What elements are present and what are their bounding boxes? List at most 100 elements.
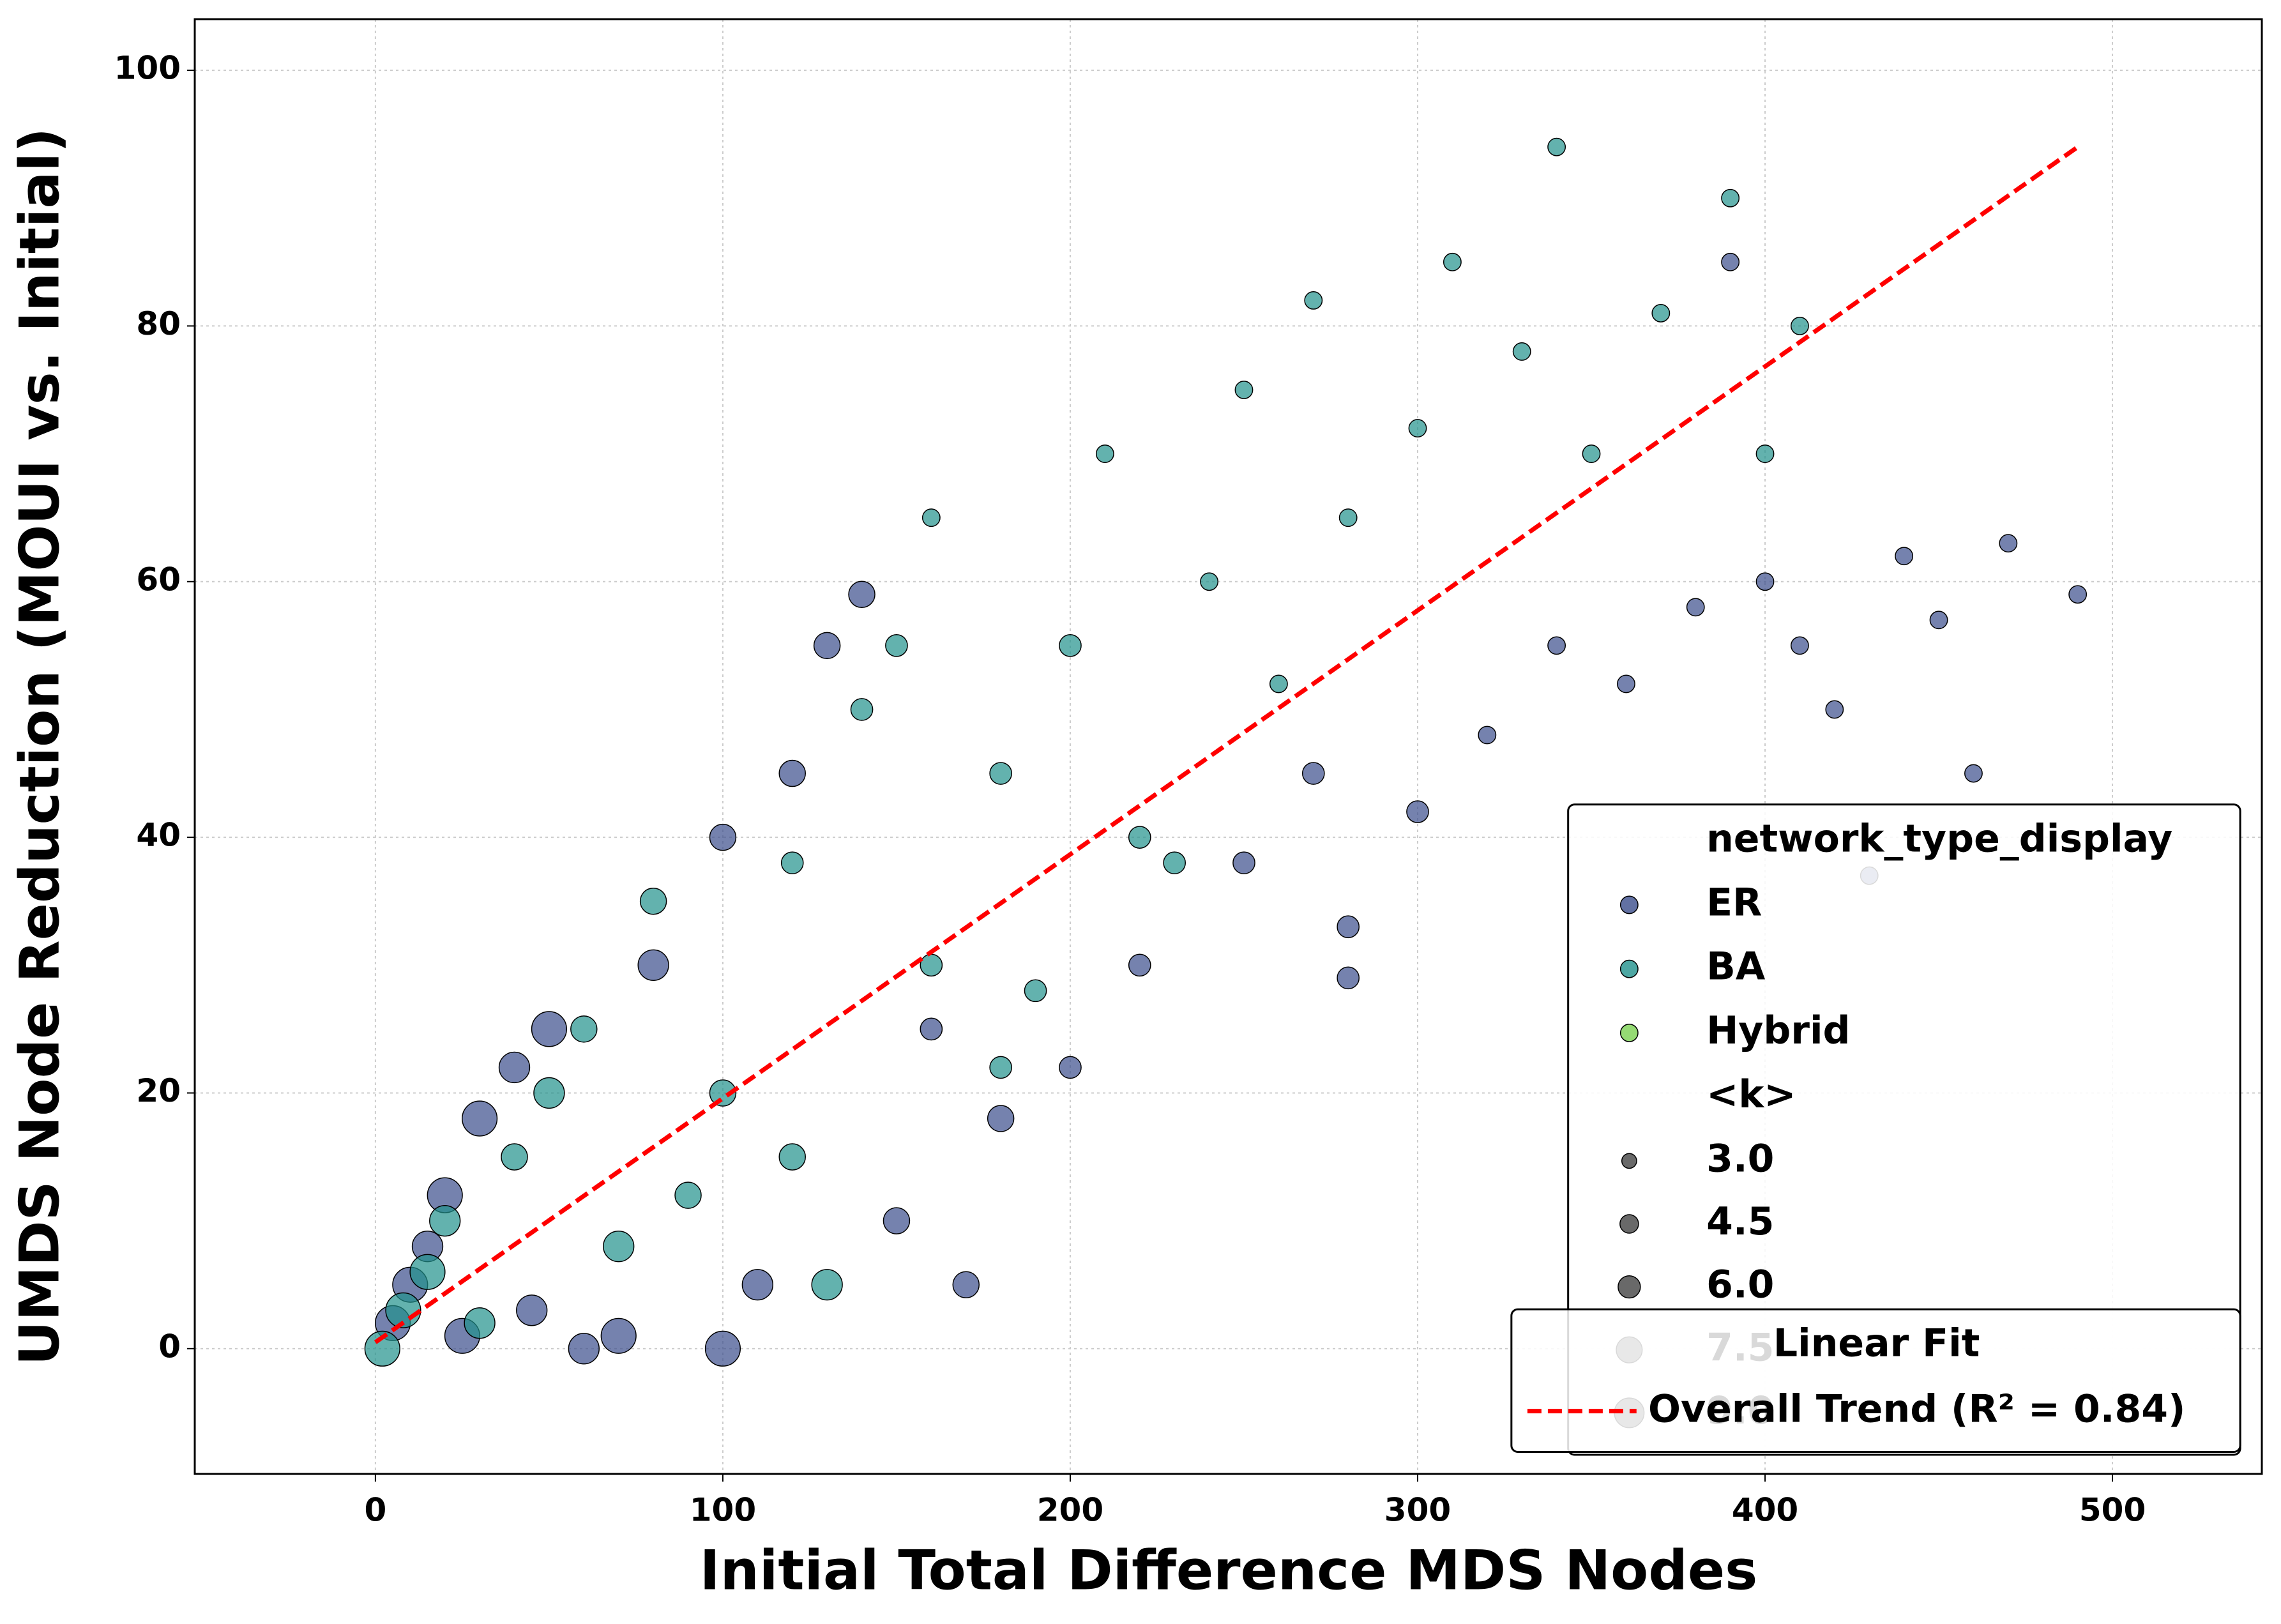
point <box>1337 966 1360 990</box>
point <box>1721 252 1740 271</box>
legend-box <box>1510 1308 2241 1453</box>
point <box>1582 444 1601 464</box>
x-tick-label: 400 <box>1732 1492 1798 1529</box>
point <box>778 759 806 787</box>
point <box>709 1079 737 1107</box>
point <box>920 953 943 977</box>
y-tick-label: 0 <box>158 1328 181 1365</box>
point <box>1128 826 1151 849</box>
point <box>364 1330 400 1367</box>
point <box>709 823 737 851</box>
size-marker <box>1621 1153 1637 1169</box>
point <box>1234 381 1254 399</box>
legend-label: BA <box>1706 945 1766 989</box>
legend-label: Overall Trend (R² = 0.84) <box>1648 1386 2186 1431</box>
point <box>1163 851 1186 874</box>
x-tick-label: 100 <box>690 1492 756 1529</box>
point <box>464 1307 496 1339</box>
point <box>848 581 875 609</box>
plot-frame <box>193 18 2263 1475</box>
point <box>1232 851 1255 874</box>
point <box>1059 1056 1082 1079</box>
point <box>1791 636 1809 655</box>
x-tick-label: 0 <box>364 1492 386 1529</box>
point <box>600 1317 637 1354</box>
point <box>1999 534 2018 553</box>
legend-label: ER <box>1706 881 1762 925</box>
point <box>1200 572 1218 591</box>
point <box>429 1204 461 1237</box>
point <box>780 851 804 874</box>
point <box>1406 800 1429 823</box>
point <box>885 634 908 657</box>
legend-marker <box>1619 959 1639 978</box>
point <box>1895 547 1914 566</box>
point <box>989 1056 1012 1079</box>
point <box>1512 342 1531 361</box>
point <box>704 1330 741 1367</box>
y-tick-label: 80 <box>136 305 181 342</box>
point <box>1791 317 1809 335</box>
x-tick-label: 500 <box>2079 1492 2146 1529</box>
point <box>1617 674 1635 694</box>
y-tick-label: 20 <box>136 1072 181 1109</box>
legend-marker <box>1619 1023 1639 1042</box>
x-axis-label: Initial Total Difference MDS Nodes <box>700 1538 1758 1602</box>
point <box>603 1231 635 1263</box>
point <box>501 1143 528 1171</box>
point <box>531 1011 568 1047</box>
point <box>1478 725 1497 745</box>
point <box>778 1143 806 1171</box>
point <box>1095 444 1114 464</box>
point <box>1721 188 1740 208</box>
point <box>1547 137 1566 156</box>
y-tick-label: 100 <box>114 50 181 87</box>
point <box>498 1051 531 1084</box>
point <box>1059 634 1082 657</box>
point <box>1686 598 1705 617</box>
point <box>639 887 667 915</box>
point <box>1929 611 1948 630</box>
point <box>1964 764 1983 783</box>
point <box>1651 303 1671 323</box>
point <box>1128 953 1151 977</box>
point <box>1825 700 1844 719</box>
point <box>1304 291 1323 310</box>
point <box>533 1077 565 1109</box>
point <box>570 1015 598 1043</box>
point <box>1338 508 1358 527</box>
y-axis-label: UMDS Node Reduction (MOUI vs. Initial) <box>8 128 72 1365</box>
point <box>1301 762 1325 785</box>
point <box>811 1269 843 1301</box>
size-marker <box>1619 1214 1639 1234</box>
point <box>813 632 841 660</box>
x-tick-label: 300 <box>1384 1492 1451 1529</box>
legend-label: Hybrid <box>1706 1008 1850 1053</box>
legend-title: network_type_display <box>1706 816 2172 861</box>
point <box>741 1269 774 1301</box>
size-label: 3.0 <box>1706 1136 1774 1181</box>
point <box>952 1271 980 1298</box>
point <box>989 762 1012 785</box>
y-tick-label: 60 <box>136 561 181 598</box>
legend-marker <box>1619 895 1639 914</box>
x-tick-label: 200 <box>1037 1492 1103 1529</box>
point <box>409 1254 446 1290</box>
point <box>987 1105 1015 1132</box>
size-label: 6.0 <box>1706 1263 1774 1307</box>
point <box>920 1017 943 1041</box>
point <box>850 698 874 721</box>
point <box>462 1100 498 1137</box>
point <box>1269 674 1288 694</box>
point <box>674 1181 702 1209</box>
point <box>1337 915 1360 939</box>
legend-title: Linear Fit <box>1773 1321 1980 1366</box>
size-label: 4.5 <box>1706 1199 1774 1244</box>
point <box>637 949 669 981</box>
point <box>1547 636 1566 655</box>
point <box>1755 444 1775 464</box>
point <box>1755 572 1775 591</box>
point <box>921 508 941 527</box>
point <box>1408 419 1427 437</box>
